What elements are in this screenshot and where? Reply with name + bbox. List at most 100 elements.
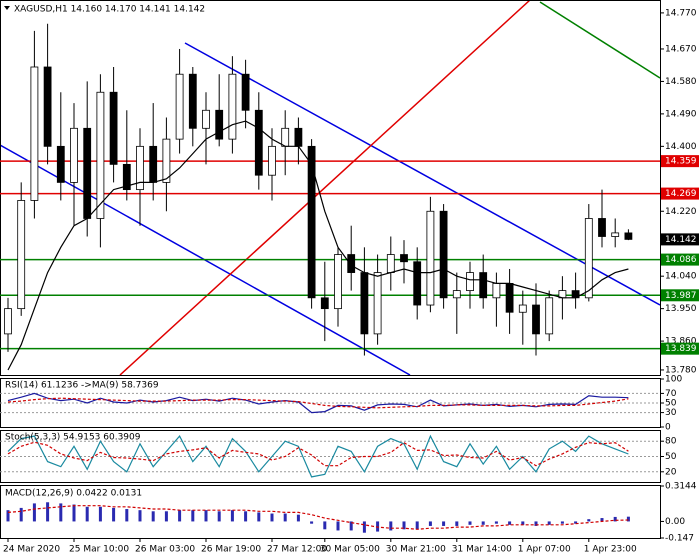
macd-bar — [521, 521, 525, 525]
macd-bar — [204, 510, 208, 522]
macd-bar — [191, 510, 195, 522]
y-tick-label: 70 — [665, 389, 677, 399]
panel-title: Stoch(5,3,3) 54.9153 60.3909 — [5, 433, 141, 443]
level-label: 14.359 — [665, 157, 697, 167]
panel-title: MACD(12,26,9) 0.0422 0.0131 — [5, 489, 142, 499]
candle-body — [162, 138, 171, 183]
level-label: 14.086 — [665, 255, 697, 265]
macd-bar — [244, 511, 248, 522]
y-tick-label: 50 — [665, 452, 677, 462]
y-tick-label: 50 — [665, 399, 677, 409]
green-trend-line — [539, 1, 660, 79]
macd-bar — [296, 514, 300, 522]
macd-bar — [217, 511, 221, 522]
macd-bar — [362, 521, 366, 533]
level-box — [661, 155, 699, 168]
level-box — [661, 253, 699, 266]
macd-bar — [257, 512, 261, 522]
y-tick-label: 14.670 — [665, 44, 697, 54]
x-tick-label: 1 Apr 23:00 — [584, 545, 637, 555]
candle-body — [545, 297, 554, 335]
level-label: 13.839 — [665, 344, 697, 354]
main-frame — [0, 0, 661, 376]
y-tick-label: 80 — [665, 437, 677, 447]
x-tick-label: 26 Mar 03:00 — [135, 545, 195, 555]
indicator-line — [7, 441, 629, 467]
candle-body — [386, 254, 395, 273]
candle-body — [598, 218, 606, 237]
candle-body — [347, 254, 356, 273]
macd-bar — [587, 519, 591, 522]
macd-bar — [508, 521, 512, 525]
candle-body — [228, 73, 237, 140]
candle-body — [30, 66, 39, 201]
macd-bar — [415, 521, 419, 530]
moving-average — [7, 120, 629, 371]
level-label: 14.269 — [665, 189, 697, 199]
macd-bar — [349, 521, 353, 531]
macd-frame — [0, 485, 661, 539]
candle-body — [122, 163, 131, 191]
macd-bar — [494, 521, 498, 524]
y-tick-label: 0.3144 — [665, 482, 697, 492]
macd-bar — [230, 510, 234, 522]
candle-body — [518, 304, 527, 313]
macd-bar — [600, 518, 604, 522]
macd-bar — [125, 509, 129, 522]
candle-body — [70, 127, 78, 183]
signal-line — [7, 505, 629, 530]
macd-bar — [310, 521, 314, 524]
level-box — [661, 342, 699, 355]
x-tick-label: 1 Apr 07:00 — [518, 545, 571, 555]
candle-body — [413, 261, 422, 306]
chart-title: XAGUSD,H1 14.160 14.170 14.141 14.142 — [14, 5, 205, 15]
macd-bar — [560, 521, 564, 524]
y-tick-label: 13.860 — [665, 337, 697, 347]
macd-bar — [6, 510, 10, 522]
y-tick-label: -0.147 — [665, 534, 694, 544]
candle-body — [400, 254, 408, 263]
macd-bar — [613, 516, 617, 522]
candle-body — [611, 232, 620, 237]
candle-body — [83, 127, 92, 219]
candle-body — [109, 91, 118, 165]
macd-bar — [455, 521, 459, 526]
candle-body — [254, 109, 263, 176]
y-tick-label: 14.770 — [665, 8, 697, 18]
candle-body — [17, 200, 26, 310]
candle-body — [334, 254, 342, 310]
y-tick-label: 13.780 — [665, 365, 697, 375]
candle-body — [215, 109, 224, 140]
trend-lines — [0, 0, 660, 375]
candle-body — [268, 145, 276, 176]
candle-body — [149, 145, 158, 183]
macd-bar — [442, 521, 446, 526]
y-tick-label: 0.00 — [665, 517, 685, 527]
candle-body — [360, 272, 369, 335]
candle-body — [188, 73, 197, 129]
macd-bar — [46, 502, 50, 522]
candle-body — [281, 127, 290, 147]
candle-body — [294, 127, 303, 147]
candle-body — [56, 145, 65, 183]
candle-body — [175, 73, 184, 140]
macd-bar — [72, 504, 76, 522]
candle-body — [439, 210, 448, 299]
candle-body — [320, 297, 329, 310]
x-tick-label: 30 Mar 21:00 — [386, 545, 446, 555]
macd-bar — [481, 521, 485, 525]
macd-bar — [98, 506, 102, 522]
macd-bar — [323, 521, 327, 530]
macd-bar — [270, 513, 274, 522]
red-trend-line — [119, 0, 531, 375]
macd-bar — [547, 521, 551, 525]
level-box — [661, 187, 699, 200]
candle-body — [505, 282, 514, 313]
last-price-box — [661, 233, 699, 246]
macd-bar — [402, 521, 406, 530]
candle-body — [373, 272, 382, 335]
y-tick-label: 14.220 — [665, 207, 697, 217]
macd-bar — [428, 521, 432, 526]
